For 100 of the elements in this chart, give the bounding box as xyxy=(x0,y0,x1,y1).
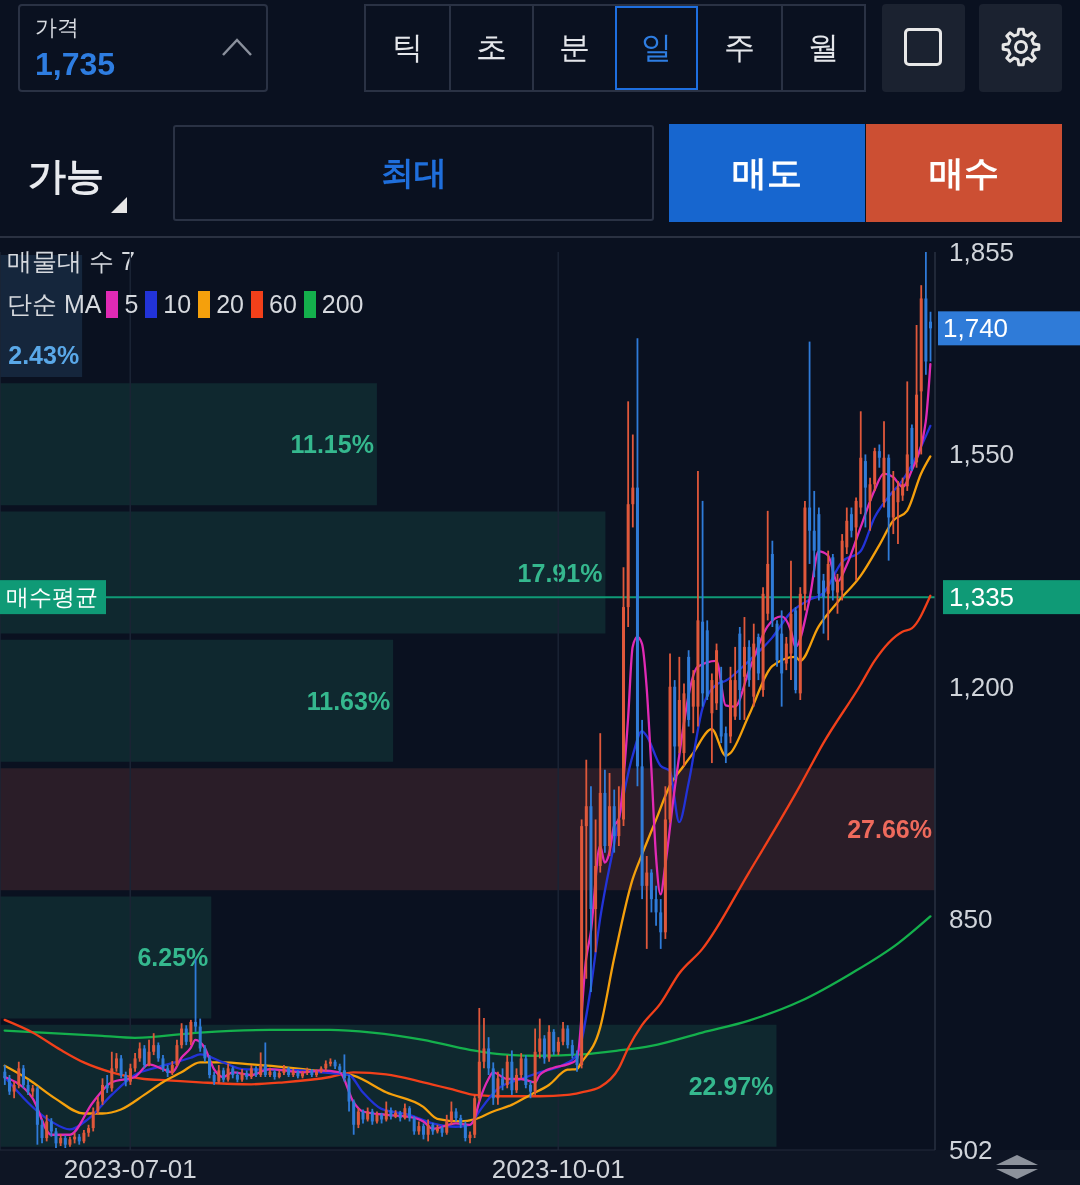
candlestick xyxy=(659,898,663,950)
candlestick xyxy=(561,1021,565,1047)
candlestick xyxy=(208,1054,211,1080)
legend-label: 200 xyxy=(320,290,364,318)
line-series xyxy=(3,915,932,1057)
candlestick xyxy=(849,506,853,539)
candlestick xyxy=(7,1074,11,1096)
ref-line-label: 매수평균 xyxy=(6,584,98,611)
buy-button: 매수 xyxy=(866,124,1062,222)
annotation: 1,740 xyxy=(943,313,1009,344)
candlestick xyxy=(412,1115,416,1136)
x-tick-label: 2023-07-01 xyxy=(63,1154,197,1185)
candlestick xyxy=(570,1038,574,1060)
candlestick xyxy=(263,1041,267,1078)
legend-label: 10 xyxy=(162,290,192,318)
candlestick xyxy=(645,855,649,950)
bar xyxy=(0,896,212,1019)
candlestick xyxy=(54,1127,58,1149)
candlestick xyxy=(877,443,881,469)
candlestick xyxy=(184,1024,188,1047)
candlestick xyxy=(128,1062,132,1086)
candlestick xyxy=(896,480,900,545)
data-label: 17.91% xyxy=(517,558,603,587)
bar xyxy=(0,639,394,762)
data-label: 27.66% xyxy=(847,815,932,844)
candlestick xyxy=(175,1038,179,1068)
candlestick xyxy=(45,1113,49,1143)
candlestick xyxy=(482,1017,486,1070)
candlestick xyxy=(622,566,626,828)
candlestick xyxy=(654,884,658,927)
candlestick xyxy=(105,1074,109,1094)
candlestick xyxy=(347,1074,351,1113)
candlestick xyxy=(519,1052,523,1080)
candlestick xyxy=(147,1038,151,1068)
candlestick xyxy=(101,1077,105,1106)
candlestick xyxy=(496,1070,500,1106)
tab-bar: 틱 초 분 일 주 월 xyxy=(364,4,866,92)
candlestick xyxy=(463,1120,467,1143)
candlestick xyxy=(584,758,588,980)
data-label: 6.25% xyxy=(137,943,209,972)
text: 1,735 xyxy=(35,46,116,82)
candlestick xyxy=(729,665,732,745)
legend-label: 60 xyxy=(268,290,297,318)
candlestick xyxy=(426,1118,430,1143)
candlestick xyxy=(538,1017,542,1060)
y-tick-label: 1,855 xyxy=(949,237,1015,267)
candlestick xyxy=(138,1041,142,1063)
legend-label: 5 xyxy=(123,290,139,318)
y-tick-label: 1,550 xyxy=(949,439,1015,470)
candlestick xyxy=(822,573,826,635)
candlestick xyxy=(868,476,872,532)
candlestick xyxy=(156,1041,160,1063)
candlestick xyxy=(180,1022,184,1050)
candlestick xyxy=(142,1044,146,1070)
candlestick xyxy=(808,340,812,565)
candlestick xyxy=(198,1017,202,1053)
legend-label: 20 xyxy=(215,290,244,318)
candlestick xyxy=(17,1060,21,1090)
candlestick xyxy=(421,1122,425,1141)
candlestick xyxy=(575,1049,579,1073)
candlestick xyxy=(901,476,905,502)
candlestick xyxy=(505,1054,509,1090)
y-tick-label: 502 xyxy=(949,1135,993,1165)
data-label: 2.43% xyxy=(8,341,80,369)
candlestick xyxy=(445,1113,449,1136)
bar xyxy=(0,511,606,634)
y-tick-label: 1,335 xyxy=(949,582,1015,613)
candlestick xyxy=(133,1052,137,1073)
input-box: 최대 xyxy=(173,125,654,221)
candlestick xyxy=(835,573,839,615)
candlestick xyxy=(515,1067,519,1094)
candlestick xyxy=(631,433,635,529)
candlestick xyxy=(114,1052,118,1073)
candlestick xyxy=(119,1054,123,1080)
candlestick xyxy=(356,1107,360,1129)
legend-title: 단순 MA xyxy=(7,290,102,318)
candlestick xyxy=(189,1019,193,1047)
data-label: 22.97% xyxy=(688,1071,774,1100)
candlestick xyxy=(552,1028,556,1056)
candlestick xyxy=(217,1064,221,1085)
x-tick-label: 2023-10-01 xyxy=(491,1154,625,1185)
candlestick xyxy=(929,310,933,363)
candlestick xyxy=(617,785,621,847)
candlestick xyxy=(352,1098,356,1136)
candlestick xyxy=(91,1106,95,1133)
candlestick xyxy=(384,1100,388,1123)
data-label: 11.63% xyxy=(306,686,391,715)
text: 가능 xyxy=(28,155,104,197)
candlestick xyxy=(542,1034,546,1065)
candlestick xyxy=(259,1051,263,1078)
candlestick xyxy=(342,1053,346,1083)
candlestick xyxy=(501,1067,505,1092)
candlestick xyxy=(314,1068,318,1078)
candlestick xyxy=(152,1032,156,1056)
text: 가격 xyxy=(35,15,79,40)
candlestick xyxy=(3,1064,7,1086)
candlestick xyxy=(21,1064,25,1090)
sell-button: 매도 xyxy=(669,124,865,222)
candlestick xyxy=(449,1100,453,1126)
candlestick xyxy=(487,1036,491,1076)
